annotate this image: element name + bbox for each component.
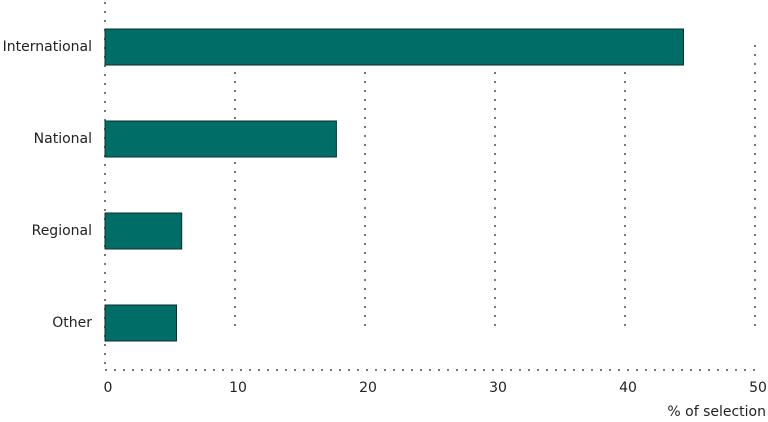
y-tick-label: National [34,131,92,147]
x-tick-label: 20 [359,380,377,396]
x-tick-label: 30 [489,380,507,396]
x-tick-label: 40 [619,380,637,396]
bar [104,304,177,342]
y-tick-label: Other [52,315,92,331]
x-tick-label: 0 [104,380,113,396]
x-tick-label: 50 [749,380,767,396]
bar [104,212,183,250]
y-tick-label: Regional [32,223,92,239]
x-tick-label: 10 [229,380,247,396]
bar [104,28,684,66]
x-axis-label: % of selection [667,404,766,420]
bar [104,120,337,158]
y-tick-label: International [3,39,92,55]
